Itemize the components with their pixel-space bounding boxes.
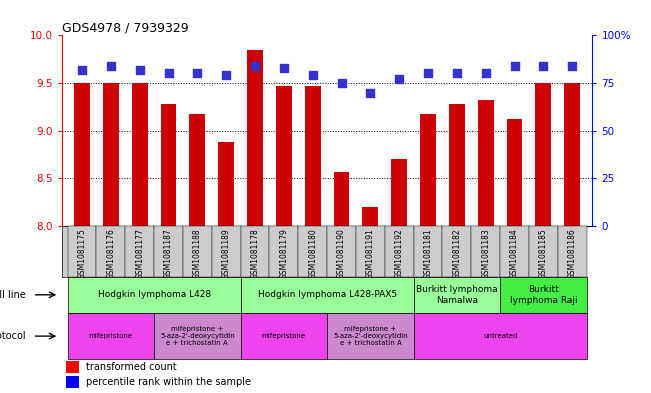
Bar xyxy=(500,277,587,313)
Bar xyxy=(66,362,79,373)
Text: GSM1081187: GSM1081187 xyxy=(164,228,173,279)
Text: GSM1081181: GSM1081181 xyxy=(424,228,432,279)
Point xyxy=(77,66,87,73)
Text: transformed count: transformed count xyxy=(86,362,176,372)
Point xyxy=(279,64,289,71)
Text: GSM1081189: GSM1081189 xyxy=(222,228,230,279)
Text: untreated: untreated xyxy=(483,333,518,339)
Bar xyxy=(125,226,154,277)
Bar xyxy=(154,226,183,277)
Text: GSM1081185: GSM1081185 xyxy=(539,228,548,279)
Bar xyxy=(420,114,436,226)
Bar xyxy=(471,226,500,277)
Bar xyxy=(183,226,212,277)
Point xyxy=(337,80,347,86)
Bar xyxy=(564,83,580,226)
Text: Hodgkin lymphoma L428: Hodgkin lymphoma L428 xyxy=(98,290,211,299)
Bar xyxy=(356,226,385,277)
Bar xyxy=(500,226,529,277)
Bar xyxy=(270,226,298,277)
Point xyxy=(423,70,434,77)
Text: GSM1081175: GSM1081175 xyxy=(77,228,87,279)
Point xyxy=(452,70,462,77)
Bar xyxy=(154,313,241,360)
Bar xyxy=(413,226,443,277)
Bar xyxy=(68,226,96,277)
Bar xyxy=(132,83,148,226)
Text: mifepristone: mifepristone xyxy=(262,333,306,339)
Bar xyxy=(241,313,327,360)
Bar xyxy=(189,114,205,226)
Bar xyxy=(241,226,270,277)
Text: cell line: cell line xyxy=(0,290,26,300)
Bar xyxy=(385,226,413,277)
Point xyxy=(509,63,519,69)
Text: GSM1081177: GSM1081177 xyxy=(135,228,145,279)
Bar xyxy=(247,50,263,226)
Text: GSM1081184: GSM1081184 xyxy=(510,228,519,279)
Bar xyxy=(529,226,558,277)
Point xyxy=(135,66,145,73)
Text: GSM1081183: GSM1081183 xyxy=(481,228,490,279)
Text: GSM1081178: GSM1081178 xyxy=(251,228,260,279)
Bar xyxy=(413,313,587,360)
Text: mifepristone +
5-aza-2'-deoxycytidin
e + trichostatin A: mifepristone + 5-aza-2'-deoxycytidin e +… xyxy=(333,326,408,346)
Text: GSM1081176: GSM1081176 xyxy=(106,228,115,279)
Bar xyxy=(305,86,321,226)
Bar xyxy=(413,277,500,313)
Point xyxy=(480,70,491,77)
Bar xyxy=(298,226,327,277)
Bar xyxy=(218,142,234,226)
Text: GSM1081190: GSM1081190 xyxy=(337,228,346,279)
Text: Hodgkin lymphoma L428-PAX5: Hodgkin lymphoma L428-PAX5 xyxy=(258,290,396,299)
Text: GSM1081192: GSM1081192 xyxy=(395,228,404,279)
Point xyxy=(221,72,231,79)
Text: GSM1081186: GSM1081186 xyxy=(568,228,577,279)
Point xyxy=(192,70,202,77)
Text: mifepristone: mifepristone xyxy=(89,333,133,339)
Bar xyxy=(536,83,551,226)
Bar xyxy=(558,226,587,277)
Bar xyxy=(449,104,465,226)
Text: percentile rank within the sample: percentile rank within the sample xyxy=(86,376,251,387)
Bar xyxy=(74,83,90,226)
Bar xyxy=(96,226,125,277)
Bar xyxy=(68,313,154,360)
Point xyxy=(250,63,260,69)
Bar xyxy=(506,119,523,226)
Bar xyxy=(68,277,241,313)
Text: GSM1081182: GSM1081182 xyxy=(452,228,462,279)
Text: protocol: protocol xyxy=(0,331,26,341)
Bar xyxy=(241,277,413,313)
Point xyxy=(394,76,404,83)
Bar xyxy=(161,104,176,226)
Text: Burkitt
lymphoma Raji: Burkitt lymphoma Raji xyxy=(510,285,577,305)
Point xyxy=(307,72,318,79)
Bar xyxy=(363,207,378,226)
Point xyxy=(163,70,174,77)
Text: GSM1081191: GSM1081191 xyxy=(366,228,375,279)
Bar xyxy=(103,83,118,226)
Point xyxy=(365,90,376,96)
Bar xyxy=(66,376,79,387)
Bar xyxy=(327,226,356,277)
Text: GSM1081180: GSM1081180 xyxy=(308,228,317,279)
Bar xyxy=(391,159,407,226)
Bar xyxy=(478,100,493,226)
Bar xyxy=(212,226,241,277)
Bar xyxy=(276,86,292,226)
Text: GSM1081188: GSM1081188 xyxy=(193,228,202,279)
Text: GSM1081179: GSM1081179 xyxy=(279,228,288,279)
Text: mifepristone +
5-aza-2'-deoxycytidin
e + trichostatin A: mifepristone + 5-aza-2'-deoxycytidin e +… xyxy=(160,326,235,346)
Point xyxy=(538,63,549,69)
Text: Burkitt lymphoma
Namalwa: Burkitt lymphoma Namalwa xyxy=(416,285,498,305)
Bar xyxy=(443,226,471,277)
Point xyxy=(567,63,577,69)
Point xyxy=(105,63,116,69)
Bar xyxy=(333,172,350,226)
Text: GDS4978 / 7939329: GDS4978 / 7939329 xyxy=(62,21,189,34)
Bar xyxy=(327,313,413,360)
